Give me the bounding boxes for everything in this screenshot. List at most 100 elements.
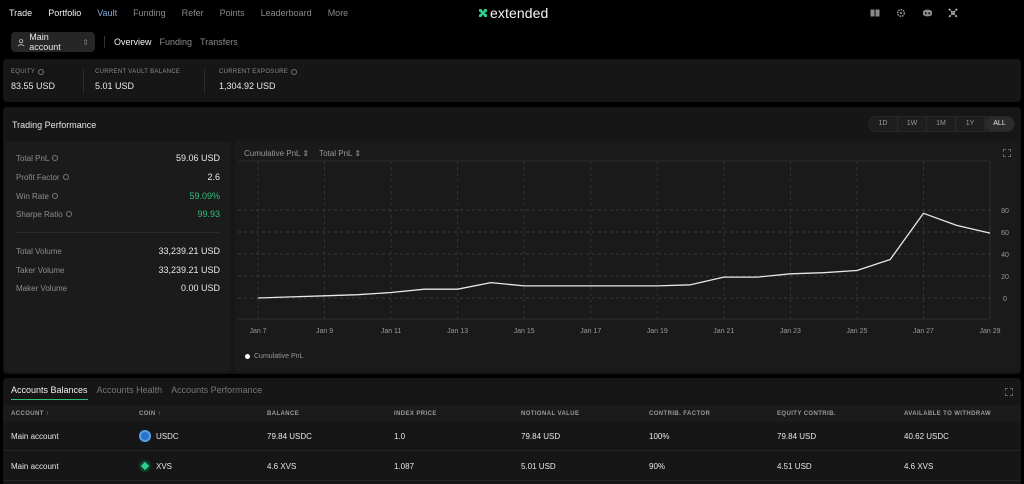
- metric-value: 0.00 USD: [180, 283, 220, 293]
- stat-equity: EQUITY 83.55 USD: [11, 69, 55, 91]
- metric-label: Total Volume: [16, 246, 62, 256]
- line-chart[interactable]: 0 20 40 60 80 Jan 7 Jan 9 Jan 11 Jan 13 Jan 15 Jan…: [235, 141, 1019, 372]
- series-dropdown[interactable]: Total PnL ⇕: [319, 149, 362, 158]
- metric-value: 99.93: [197, 209, 220, 219]
- info-icon[interactable]: [38, 69, 45, 75]
- metric-value: 59.09%: [189, 191, 220, 201]
- divider: [83, 68, 84, 94]
- nav-more[interactable]: More: [327, 8, 349, 18]
- stat-vault-balance-value: 5.01 USD: [95, 81, 135, 91]
- svg-text:Jan 21: Jan 21: [713, 328, 734, 335]
- chart-legend: Cumulative PnL: [245, 353, 303, 360]
- column-header-account[interactable]: ACCOUNT ↑: [11, 410, 50, 417]
- trading-performance-panel: Trading Performance 1D 1W 1M 1Y ALL Tota…: [3, 107, 1021, 374]
- balances-tabs: Accounts Balances Accounts Health Accoun…: [11, 385, 262, 400]
- nav-leaderboard[interactable]: Leaderboard: [260, 8, 312, 18]
- info-icon[interactable]: [62, 174, 69, 180]
- nav-portfolio[interactable]: Portfolio: [48, 8, 82, 18]
- sub-navigation: Main account ⇕ Overview Funding Transfer…: [11, 32, 246, 52]
- chevron-up-down-icon: ⇕: [82, 37, 89, 47]
- series-dropdown-label: Total PnL: [319, 149, 353, 158]
- info-icon[interactable]: [52, 155, 59, 161]
- tab-funding[interactable]: Funding: [159, 37, 193, 47]
- performance-metrics: Total PnL 59.06 USD Profit Factor 2.6 Wi…: [5, 141, 231, 372]
- tab-accounts-health[interactable]: Accounts Health: [96, 385, 163, 395]
- info-icon[interactable]: [65, 211, 72, 217]
- range-1d[interactable]: 1D: [869, 117, 898, 131]
- range-all[interactable]: ALL: [985, 117, 1014, 131]
- cell-notional-value: 5.01 USD: [521, 461, 556, 471]
- column-header-balance: BALANCE: [267, 410, 300, 417]
- svg-text:80: 80: [1001, 208, 1009, 215]
- svg-text:Jan 13: Jan 13: [447, 328, 468, 335]
- xvs-coin-icon: [139, 460, 151, 472]
- discord-icon[interactable]: [922, 8, 932, 18]
- coin-name: USDC: [156, 431, 179, 441]
- divider: [204, 68, 205, 94]
- divider: [16, 232, 220, 233]
- main-nav-links: Trade Portfolio Vault Funding Refer Poin…: [9, 8, 364, 18]
- svg-text:Jan 17: Jan 17: [580, 328, 601, 335]
- user-icon: [17, 38, 25, 46]
- nav-trade[interactable]: Trade: [9, 8, 33, 18]
- cell-coin: XVS: [139, 452, 172, 480]
- stat-equity-label: EQUITY: [11, 69, 36, 75]
- time-range-selector: 1D 1W 1M 1Y ALL: [868, 116, 1015, 132]
- cell-account: Main account: [11, 461, 59, 471]
- nav-refer[interactable]: Refer: [181, 8, 204, 18]
- legend-dot: [245, 354, 250, 359]
- column-header-available-to-withdraw: AVAILABLE TO WITHDRAW: [904, 410, 992, 417]
- info-icon[interactable]: [51, 193, 58, 199]
- metric-total-pnl: Total PnL 59.06 USD: [16, 153, 220, 163]
- expand-icon[interactable]: [1002, 148, 1012, 158]
- svg-text:Jan 25: Jan 25: [846, 328, 867, 335]
- metric-label: Sharpe Ratio: [16, 209, 63, 219]
- nav-vault[interactable]: Vault: [97, 8, 118, 18]
- info-icon[interactable]: [291, 69, 298, 75]
- cell-balance: 4.6 XVS: [267, 461, 297, 471]
- panel-title: Trading Performance: [12, 120, 97, 130]
- metric-dropdown[interactable]: Cumulative PnL ⇕: [244, 149, 310, 158]
- top-navigation: Trade Portfolio Vault Funding Refer Poin…: [0, 0, 1024, 26]
- gear-icon[interactable]: [896, 8, 906, 18]
- book-icon[interactable]: [870, 8, 880, 18]
- chart-controls: Cumulative PnL ⇕ Total PnL ⇕: [244, 149, 361, 158]
- coin-name: XVS: [156, 461, 173, 471]
- table-header: ACCOUNT ↑ COIN ↑ BALANCE INDEX PRICE NOT…: [3, 405, 1021, 422]
- usdc-coin-icon: [139, 430, 151, 442]
- accounts-balances-panel: Accounts Balances Accounts Health Accoun…: [3, 378, 1021, 484]
- svg-text:0: 0: [1003, 296, 1007, 303]
- svg-text:Jan 9: Jan 9: [316, 328, 333, 335]
- brand-name: extended: [490, 5, 549, 21]
- column-header-coin[interactable]: COIN ↑: [139, 410, 162, 417]
- metric-sharpe-ratio: Sharpe Ratio 99.93: [16, 209, 220, 219]
- svg-text:Jan 27: Jan 27: [913, 328, 934, 335]
- header-icons: [870, 8, 958, 18]
- tab-accounts-performance[interactable]: Accounts Performance: [171, 385, 263, 395]
- account-selector[interactable]: Main account ⇕: [11, 32, 95, 52]
- column-header-equity-contrib: EQUITY CONTRIB.: [777, 410, 836, 417]
- tab-overview[interactable]: Overview: [114, 37, 152, 47]
- cell-index-price: 1.0: [394, 431, 406, 441]
- divider: [104, 36, 105, 48]
- svg-text:Jan 19: Jan 19: [647, 328, 668, 335]
- nav-points[interactable]: Points: [219, 8, 245, 18]
- metric-value: 33,239.21 USD: [158, 246, 220, 256]
- svg-text:60: 60: [1001, 230, 1009, 237]
- cell-equity-contrib: 79.84 USD: [777, 431, 817, 441]
- range-1y[interactable]: 1Y: [956, 117, 985, 131]
- range-1w[interactable]: 1W: [898, 117, 927, 131]
- tab-transfers[interactable]: Transfers: [200, 37, 238, 47]
- tab-accounts-balances[interactable]: Accounts Balances: [11, 385, 88, 400]
- x-social-icon[interactable]: [948, 8, 958, 18]
- nav-funding[interactable]: Funding: [133, 8, 166, 18]
- metric-dropdown-label: Cumulative PnL: [244, 149, 301, 158]
- brand-logo[interactable]: extended: [479, 5, 548, 21]
- cell-account: Main account: [11, 431, 59, 441]
- svg-text:20: 20: [1001, 274, 1009, 281]
- table-row: Main account USDC 79.84 USDC 1.0 79.84 U…: [3, 422, 1021, 451]
- range-1m[interactable]: 1M: [927, 117, 956, 131]
- expand-icon[interactable]: [1004, 387, 1014, 397]
- metric-label: Profit Factor: [16, 172, 60, 182]
- svg-text:40: 40: [1001, 252, 1009, 259]
